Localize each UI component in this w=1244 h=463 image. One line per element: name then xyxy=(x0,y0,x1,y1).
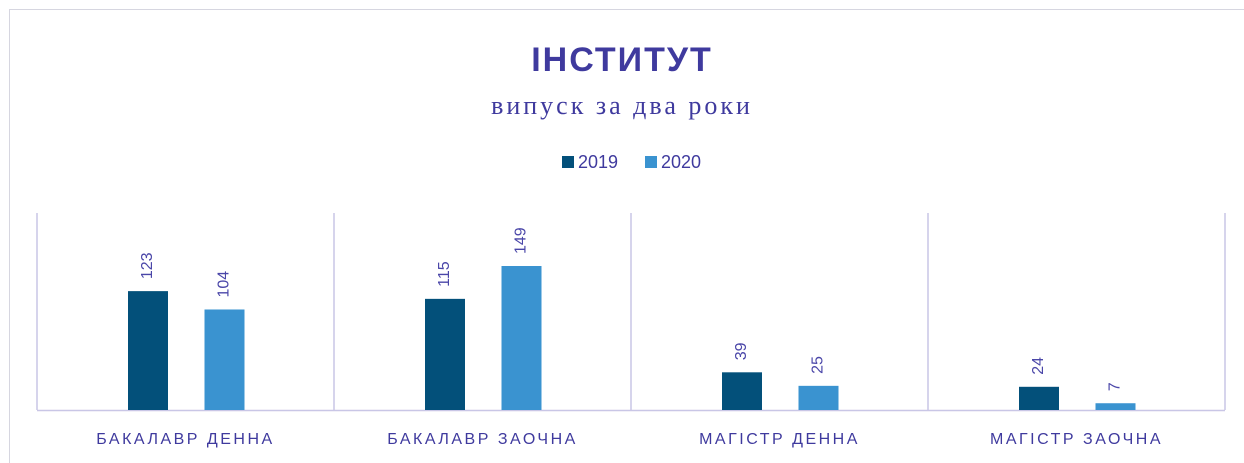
x-tick-label: БАКАЛАВР ЗАОЧНА xyxy=(387,431,578,448)
data-label: 104 xyxy=(216,271,233,298)
x-tick-label: БАКАЛАВР ДЕННА xyxy=(96,431,274,448)
bar xyxy=(128,291,168,410)
bar xyxy=(204,309,245,410)
chart-title: ІНСТИТУТ xyxy=(531,41,713,79)
data-label: 25 xyxy=(810,356,827,374)
data-label: 123 xyxy=(139,252,156,279)
bar xyxy=(501,266,542,410)
data-label: 149 xyxy=(513,227,530,254)
x-tick-label: МАГІСТР ЗАОЧНА xyxy=(990,431,1163,448)
bar xyxy=(425,298,465,410)
bar xyxy=(798,385,839,410)
chart-frame xyxy=(9,9,1244,463)
legend-label: 2020 xyxy=(661,152,701,172)
legend-swatch xyxy=(562,156,574,168)
data-label: 24 xyxy=(1030,357,1047,375)
x-tick-label: МАГІСТР ДЕННА xyxy=(699,431,860,448)
bar xyxy=(1095,403,1136,410)
legend-swatch xyxy=(645,156,657,168)
bar xyxy=(722,372,762,410)
data-label: 7 xyxy=(1107,382,1124,391)
bar xyxy=(1019,386,1059,410)
data-label: 115 xyxy=(436,261,453,287)
data-label: 39 xyxy=(733,342,750,360)
chart-subtitle: випуск за два роки xyxy=(491,91,753,120)
legend-label: 2019 xyxy=(578,152,618,172)
